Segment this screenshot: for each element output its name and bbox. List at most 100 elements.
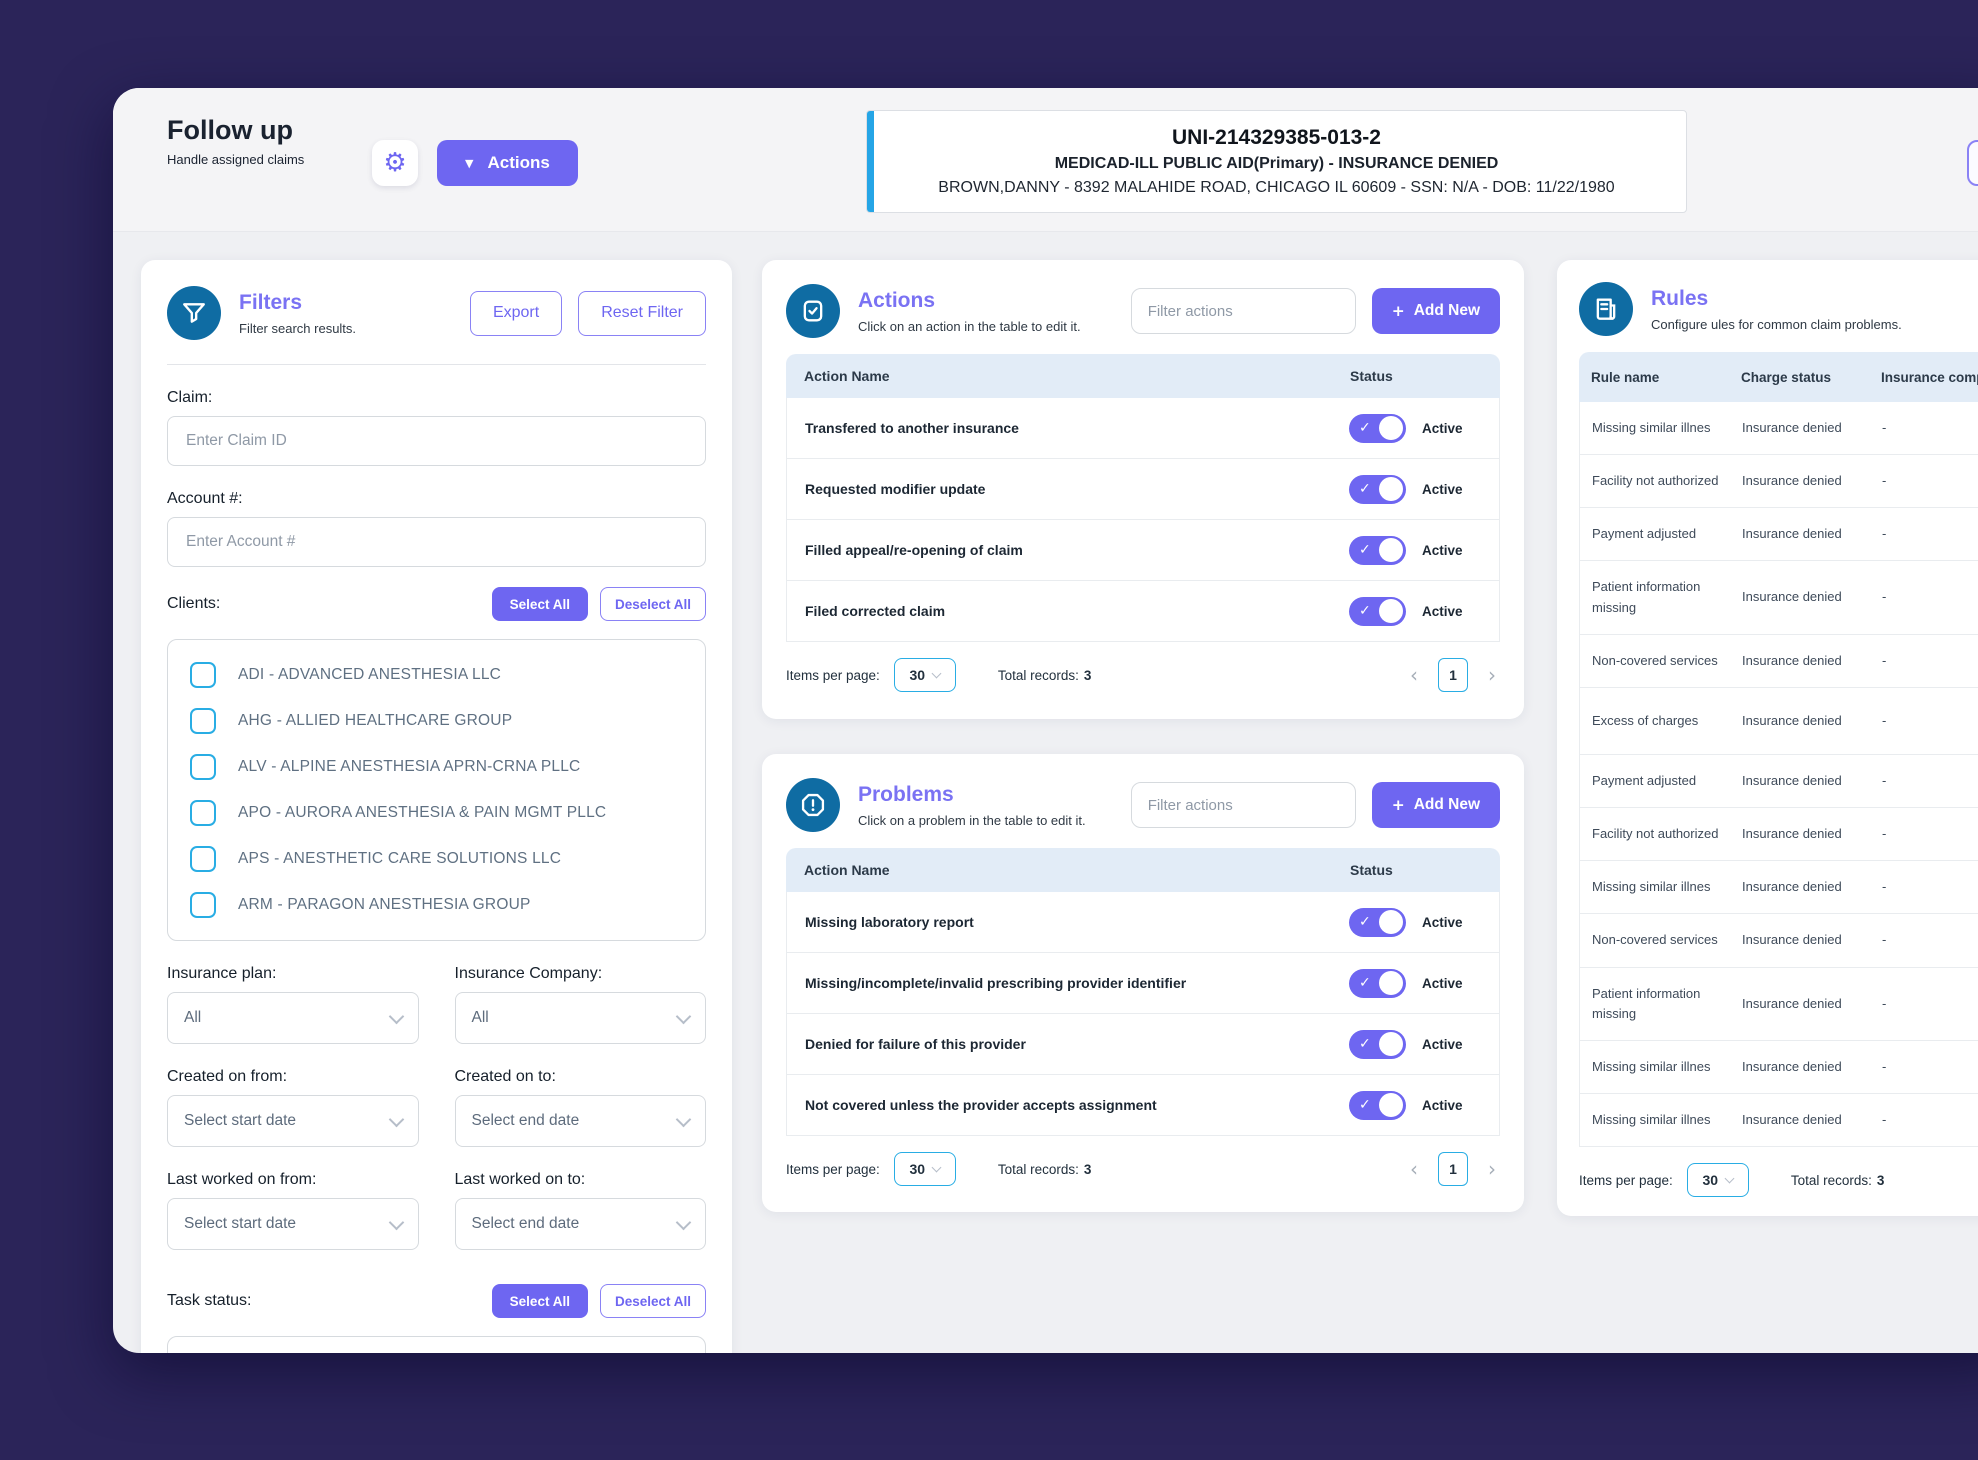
insurance-company: - [1882,932,1887,948]
task-status-item[interactable]: ✓ ADI - ADVANCED ANESTHESIA LLC [190,1349,683,1353]
check-icon: ✓ [1359,1036,1371,1052]
page-number[interactable]: 1 [1438,658,1468,692]
rule-row[interactable]: Missing similar illnes Insurance denied … [1579,402,1978,456]
rules-subtitle: Configure ules for common claim problems… [1651,316,1902,332]
checkbox-unchecked[interactable] [190,800,216,826]
page-title: Follow up [167,115,293,145]
checkbox-unchecked[interactable] [190,754,216,780]
client-list-item[interactable]: APS - ANESTHETIC CARE SOLUTIONS LLC [190,836,683,882]
chevron-down-icon [931,668,942,678]
problems-add-new-button[interactable]: + Add New [1371,782,1500,828]
next-page-icon[interactable]: › [1484,665,1500,685]
problem-name: Missing laboratory report [805,914,974,930]
status-toggle-on[interactable]: ✓ [1349,413,1406,443]
client-label: ARM - PARAGON ANESTHESIA GROUP [238,896,531,913]
checkbox-unchecked[interactable] [190,708,216,734]
client-list-item[interactable]: ALV - ALPINE ANESTHESIA APRN-CRNA PLLC [190,744,683,790]
items-per-page-select[interactable]: 30 [893,658,956,692]
status-toggle-on[interactable]: ✓ [1349,968,1406,998]
insurance-company: - [1882,879,1887,895]
claim-label: Claim: [167,389,213,406]
reset-filter-button[interactable]: Reset Filter [578,290,706,336]
rule-row[interactable]: Non-covered services Insurance denied - [1579,634,1978,688]
checkbox-unchecked[interactable] [190,846,216,872]
items-per-page-value: 30 [909,1161,926,1177]
actions-filter-input[interactable] [1130,288,1356,334]
status-label: Active [1422,542,1463,558]
account-input[interactable] [167,517,706,567]
rule-row[interactable]: Excess of charges Insurance denied - [1579,687,1978,755]
next-page-icon[interactable]: › [1484,1159,1500,1179]
created-from-date-select[interactable]: Select start date [167,1095,419,1147]
insurance-company: - [1882,712,1887,728]
prev-page-icon[interactable]: ‹ [1406,1159,1422,1179]
actions-dropdown-button[interactable]: ▼ Actions [437,140,578,186]
prev-page-icon[interactable]: ‹ [1406,665,1422,685]
created-to-date-select[interactable]: Select end date [454,1095,706,1147]
task-status-select-all-button[interactable]: Select All [491,1284,588,1318]
action-row[interactable]: Transfered to another insurance ✓ Active [786,398,1500,459]
toggle-knob [1379,416,1403,440]
rule-row[interactable]: Patient information missing Insurance de… [1579,967,1978,1041]
page-number[interactable]: 1 [1438,1152,1468,1186]
rule-row[interactable]: Payment adjusted Insurance denied - [1579,508,1978,562]
problem-row[interactable]: Not covered unless the provider accepts … [786,1075,1500,1136]
edge-partial-button[interactable] [1967,140,1978,186]
actions-add-new-button[interactable]: + Add New [1371,288,1500,334]
export-button[interactable]: Export [469,290,563,336]
rule-row[interactable]: Non-covered services Insurance denied - [1579,914,1978,968]
status-toggle-on[interactable]: ✓ [1349,474,1406,504]
check-icon: ✓ [1359,481,1371,497]
insurance-company-label: Insurance Company: [454,965,603,982]
items-per-page-select[interactable]: 30 [1686,1163,1749,1198]
column-charge-status: Charge status [1741,369,1832,385]
action-row[interactable]: Filled appeal/re-opening of claim ✓ Acti… [786,520,1500,581]
rule-row[interactable]: Facility not authorized Insurance denied… [1579,455,1978,509]
clients-select-all-button[interactable]: Select All [491,587,588,621]
problems-table-header: Action Name Status [786,848,1500,892]
problem-row[interactable]: Denied for failure of this provider ✓ Ac… [786,1014,1500,1075]
rule-row[interactable]: Missing similar illnes Insurance denied … [1579,1040,1978,1094]
items-per-page-select[interactable]: 30 [893,1152,956,1186]
insurance-plan-select[interactable]: All [167,992,419,1044]
alert-octagon-icon [786,778,840,832]
chevron-down-icon [388,1214,404,1230]
clients-deselect-all-button[interactable]: Deselect All [599,587,706,621]
problem-row[interactable]: Missing/incomplete/invalid prescribing p… [786,953,1500,1014]
action-row[interactable]: Requested modifier update ✓ Active [786,459,1500,520]
last-worked-to-date-select[interactable]: Select end date [454,1198,706,1250]
checkbox-unchecked[interactable] [190,662,216,688]
actions-header: Actions Click on an action in the table … [786,284,1500,338]
rule-row[interactable]: Patient information missing Insurance de… [1579,561,1978,635]
client-list-item[interactable]: APO - AURORA ANESTHESIA & PAIN MGMT PLLC [190,790,683,836]
client-list-item[interactable]: ARM - PARAGON ANESTHESIA GROUP [190,882,683,928]
problems-filter-input[interactable] [1130,782,1356,828]
toggle-knob [1379,971,1403,995]
rule-row[interactable]: Missing similar illnes Insurance denied … [1579,1093,1978,1148]
chevron-down-icon [675,1008,692,1024]
insurance-company-select[interactable]: All [454,992,706,1044]
status-label: Active [1422,603,1463,619]
client-list-item[interactable]: ADI - ADVANCED ANESTHESIA LLC [190,652,683,698]
last-worked-from-date-select[interactable]: Select start date [167,1198,419,1250]
client-list-item[interactable]: AHG - ALLIED HEALTHCARE GROUP [190,698,683,744]
status-toggle-on[interactable]: ✓ [1349,596,1406,626]
status-toggle-on[interactable]: ✓ [1349,1090,1406,1120]
gear-icon: ⚙ [383,148,407,178]
status-toggle-on[interactable]: ✓ [1349,535,1406,565]
rule-row[interactable]: Missing similar illnes Insurance denied … [1579,861,1978,915]
action-row[interactable]: Filed corrected claim ✓ Active [786,581,1500,642]
claim-input[interactable] [167,416,706,466]
rule-name: Non-covered services [1592,932,1718,948]
settings-button[interactable]: ⚙ [372,140,418,186]
problem-row[interactable]: Missing laboratory report ✓ Active [786,892,1500,953]
task-status-deselect-all-button[interactable]: Deselect All [599,1284,706,1318]
checkbox-unchecked[interactable] [190,892,216,918]
rule-row[interactable]: Facility not authorized Insurance denied… [1579,808,1978,862]
problem-name: Not covered unless the provider accepts … [805,1097,1157,1113]
status-toggle-on[interactable]: ✓ [1349,1029,1406,1059]
chevron-down-icon [675,1111,692,1127]
status-toggle-on[interactable]: ✓ [1349,907,1406,937]
actions-title: Actions [858,289,936,313]
rule-row[interactable]: Payment adjusted Insurance denied - [1579,754,1978,809]
